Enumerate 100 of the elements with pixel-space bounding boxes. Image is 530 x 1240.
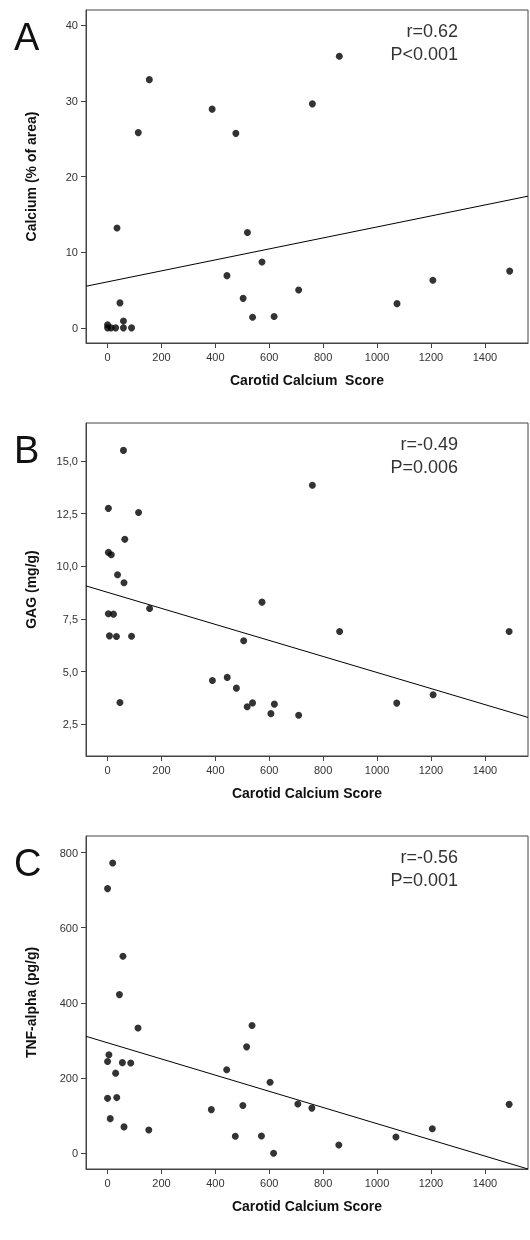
point xyxy=(270,1149,278,1157)
point xyxy=(119,324,127,332)
point xyxy=(239,294,247,302)
x-tick-label: 800 xyxy=(313,763,333,776)
point xyxy=(145,76,153,84)
x-tick-label: 1400 xyxy=(472,350,498,363)
point xyxy=(294,1100,302,1108)
y-tick-label: 10 xyxy=(65,246,78,259)
x-axis-title: Carotid Calcium Score xyxy=(231,1198,383,1214)
point xyxy=(119,446,127,454)
point xyxy=(336,627,344,635)
point xyxy=(115,991,123,999)
y-tick-label: 0 xyxy=(71,321,78,334)
x-tick-label: 600 xyxy=(260,1176,279,1189)
point xyxy=(120,579,128,587)
y-axis-title: TNF-alpha (pg/g) xyxy=(23,946,39,1059)
point xyxy=(134,129,142,137)
y-tick-label: 400 xyxy=(59,996,78,1009)
y-tick-label: 12,5 xyxy=(56,507,78,520)
point xyxy=(232,129,240,137)
point xyxy=(257,1132,265,1140)
point xyxy=(335,52,343,60)
y-tick-label: 40 xyxy=(65,19,78,32)
point xyxy=(105,632,113,640)
y-tick-label: 200 xyxy=(59,1072,78,1085)
point xyxy=(243,1043,251,1051)
x-axis-title: Carotid Calcium Score xyxy=(229,372,385,388)
point xyxy=(429,691,437,699)
point xyxy=(243,703,251,711)
x-tick-label: 0 xyxy=(104,1176,111,1189)
point xyxy=(267,710,275,718)
x-tick-label: 400 xyxy=(206,350,225,363)
point xyxy=(232,684,240,692)
y-tick-label: 5,0 xyxy=(62,665,78,678)
point xyxy=(428,1125,436,1133)
point xyxy=(110,610,117,618)
point xyxy=(295,711,303,719)
x-tick-label: 0 xyxy=(104,350,111,363)
x-tick-label: 1000 xyxy=(364,350,390,363)
point xyxy=(249,313,257,321)
y-tick-label: 20 xyxy=(65,170,78,183)
y-tick-label: 10,0 xyxy=(56,560,78,573)
point xyxy=(118,1059,126,1067)
point xyxy=(335,1141,343,1149)
y-tick-label: 800 xyxy=(59,846,78,859)
point xyxy=(505,1100,513,1108)
y-tick-label: 15,0 xyxy=(56,454,78,467)
point xyxy=(270,313,278,321)
point xyxy=(135,509,143,517)
point xyxy=(207,1106,215,1114)
point xyxy=(240,637,248,645)
point xyxy=(243,229,251,236)
point xyxy=(208,105,216,113)
point xyxy=(112,324,120,332)
annotation: P<0.001 xyxy=(390,44,458,64)
point xyxy=(114,571,122,579)
point xyxy=(239,1101,247,1109)
x-tick-label: 1000 xyxy=(364,763,390,776)
point xyxy=(121,535,129,543)
chart-title: A xyxy=(14,16,40,58)
x-tick-label: 1200 xyxy=(418,763,444,776)
x-tick-label: 400 xyxy=(206,763,225,776)
x-tick-label: 800 xyxy=(313,1176,333,1189)
point xyxy=(308,1104,316,1112)
point xyxy=(506,267,514,275)
point xyxy=(248,1021,256,1029)
x-axis-title: Carotid Calcium Score xyxy=(231,785,383,801)
point xyxy=(266,1078,274,1086)
point xyxy=(223,272,231,280)
x-tick-label: 200 xyxy=(152,763,171,776)
point xyxy=(112,633,120,640)
x-tick-label: 1200 xyxy=(418,1176,444,1189)
point xyxy=(112,1069,120,1077)
point xyxy=(270,700,278,708)
point xyxy=(104,1094,112,1102)
point xyxy=(146,604,154,612)
point xyxy=(308,100,316,108)
annotation: r=0.62 xyxy=(406,21,459,41)
point xyxy=(104,1058,112,1066)
point xyxy=(105,1051,113,1059)
annotation: r=-0.49 xyxy=(400,434,459,454)
chart-title: C xyxy=(14,842,42,884)
y-tick-label: 7,5 xyxy=(62,613,78,626)
point xyxy=(119,952,127,960)
point xyxy=(119,317,127,325)
point xyxy=(429,276,437,284)
x-tick-label: 200 xyxy=(152,1176,171,1189)
point xyxy=(128,324,136,332)
point xyxy=(104,885,112,893)
x-tick-label: 600 xyxy=(260,350,279,363)
point xyxy=(393,699,401,707)
point xyxy=(223,1066,231,1074)
point xyxy=(109,859,117,867)
annotation: P=0.001 xyxy=(390,870,458,890)
point xyxy=(104,504,112,512)
x-tick-label: 1000 xyxy=(364,1176,390,1189)
point xyxy=(128,632,136,640)
point xyxy=(249,699,257,707)
chart-title: B xyxy=(14,429,40,471)
point xyxy=(393,300,401,308)
